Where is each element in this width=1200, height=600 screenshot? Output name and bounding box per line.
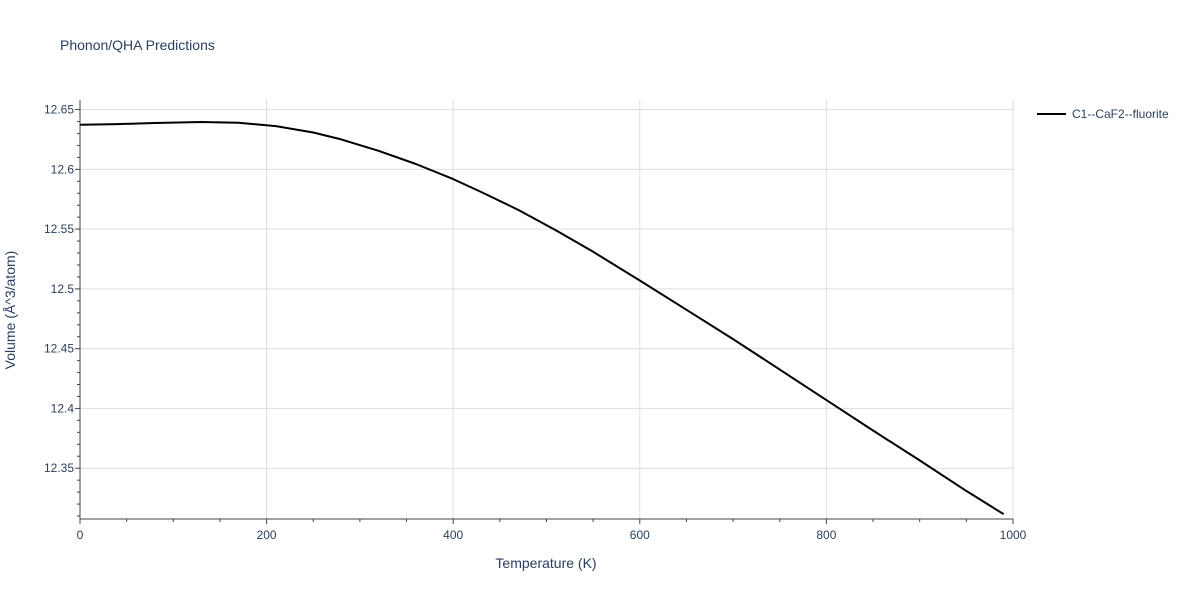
legend-label: C1--CaF2--fluorite bbox=[1072, 107, 1169, 121]
x-tick-label: 400 bbox=[443, 528, 463, 542]
y-axis-ticks: 12.35 12.4 12.45 12.5 12.55 12.6 12.65 bbox=[44, 103, 74, 476]
y-tick-label: 12.55 bbox=[44, 222, 74, 236]
y-tick-label: 12.6 bbox=[51, 162, 75, 176]
y-tick-label: 12.65 bbox=[44, 103, 74, 117]
grid bbox=[80, 100, 1014, 519]
axes bbox=[75, 100, 1014, 524]
chart-title: Phonon/QHA Predictions bbox=[60, 37, 215, 53]
x-tick-label: 600 bbox=[630, 528, 650, 542]
series-layer bbox=[79, 121, 1005, 516]
x-tick-label: 800 bbox=[816, 528, 836, 542]
y-tick-label: 12.5 bbox=[51, 282, 75, 296]
x-tick-label: 1000 bbox=[1000, 528, 1027, 542]
x-axis-title: Temperature (K) bbox=[495, 555, 596, 571]
y-tick-label: 12.35 bbox=[44, 461, 74, 475]
x-tick-label: 200 bbox=[257, 528, 277, 542]
y-tick-label: 12.4 bbox=[51, 401, 75, 415]
y-tick-label: 12.45 bbox=[44, 342, 74, 356]
legend: C1--CaF2--fluorite bbox=[1037, 107, 1169, 121]
x-axis-ticks: 0 200 400 600 800 1000 bbox=[77, 528, 1027, 542]
series-line bbox=[79, 121, 1005, 516]
x-tick-label: 0 bbox=[77, 528, 84, 542]
y-axis-title: Volume (Å^3/atom) bbox=[2, 251, 18, 370]
